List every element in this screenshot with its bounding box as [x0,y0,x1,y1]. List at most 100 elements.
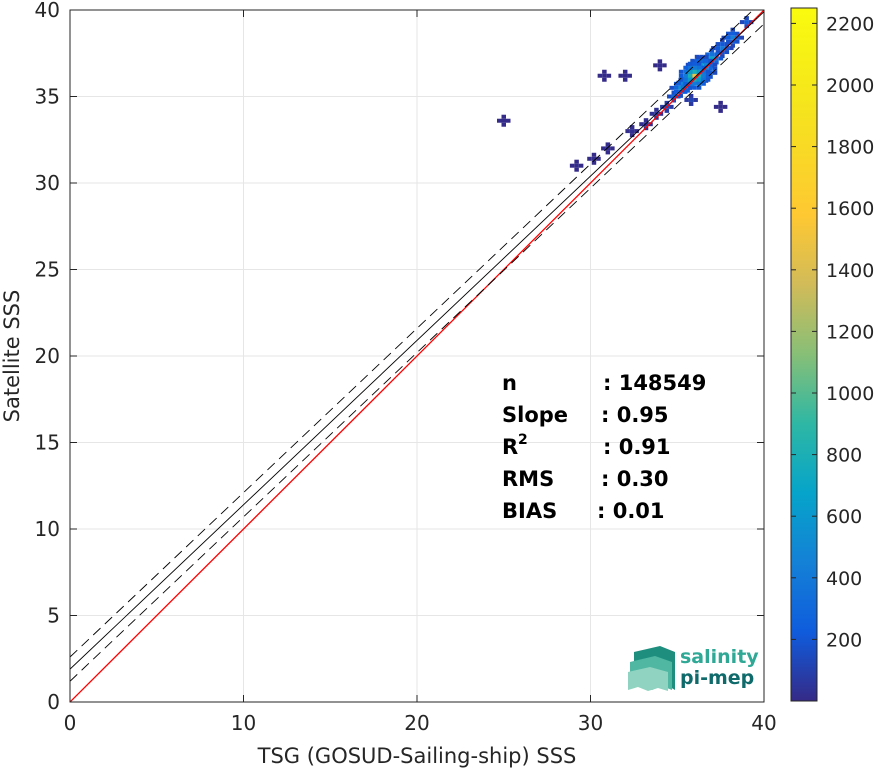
x-axis-ticks: 0 10 20 30 40 [64,10,777,735]
density-cell [687,61,693,66]
density-cell [669,104,674,109]
density-cell [497,118,502,123]
density-cell [692,69,697,74]
density-cell [648,122,653,127]
density-cell [687,85,693,90]
density-cell [501,114,506,119]
density-cell [735,39,740,44]
density-cell [720,54,725,59]
density-cell [622,73,628,78]
colorbar-tick-label: 2000 [826,75,874,97]
density-cell [657,63,663,68]
density-cell [662,63,667,68]
density-cell [739,20,745,25]
density-cell [683,69,688,74]
density-cell [708,74,713,79]
density-cell [701,77,706,82]
y-tick-label: 10 [35,517,60,541]
density-cell [708,58,713,63]
density-cell [597,73,603,78]
density-cell [692,85,697,90]
density-cell [602,77,607,82]
salinity-waves-icon [628,646,675,691]
colorbar-tick-label: 1400 [826,260,874,282]
density-cell [657,67,663,72]
y-tick-label: 40 [35,0,60,22]
density-cell [696,73,702,78]
density-cell [696,81,702,86]
density-cell [660,104,665,109]
stat-value: : 0.30 [601,467,669,491]
stat-label: R [502,435,518,459]
density-cell [694,54,700,59]
density-cell [720,46,725,51]
y-tick-label: 25 [35,258,60,282]
density-cell [720,38,725,43]
density-cell [653,63,658,68]
density-cell [574,163,579,168]
density-cell [724,50,730,55]
density-cell [627,73,632,78]
density-cell [678,89,683,94]
y-tick-label: 0 [47,690,60,714]
density-cell [744,20,749,25]
density-cell [718,56,724,61]
stat-label: Slope [502,403,568,427]
stat-value: : 0.01 [597,499,665,523]
density-cell [688,93,694,98]
density-cell [610,146,615,151]
density-cell [739,35,745,40]
density-cell [664,100,670,105]
density-cell [678,77,684,82]
density-cell [696,65,702,70]
density-cell [705,52,710,57]
colorbar-tick-label: 1000 [826,383,874,405]
density-cell [625,129,630,134]
reference-lines [70,10,764,702]
stat-label: BIAS [502,499,557,523]
density-cell [629,129,635,134]
density-cell [673,81,679,86]
density-cell [696,85,702,90]
density-cell [692,61,697,66]
x-tick-label: 10 [231,711,256,735]
density-cell [701,69,706,74]
density-cell [703,58,709,63]
density-cell [501,122,506,127]
y-tick-label: 20 [35,344,60,368]
density-cell [730,43,736,48]
colorbar-tick-label: 400 [826,568,862,590]
density-cell [506,118,511,123]
density-cell [715,50,721,55]
logo-line2: pi-mep [680,667,754,689]
density-cell [676,80,681,85]
stat-value: : 148549 [603,371,706,395]
y-tick-label: 35 [35,85,60,109]
density-cell [602,73,607,78]
colorbar-tick-label: 1800 [826,137,874,159]
density-cell [726,35,731,40]
density-cell [713,104,719,109]
density-cell [709,48,715,53]
density-cell [673,89,679,94]
colorbar-tick-label: 1200 [826,321,874,343]
density-cell [729,46,734,51]
colorbar-tick-label: 2200 [826,13,874,35]
density-cell [678,93,683,98]
density-cell [606,73,612,78]
density-cell [664,108,670,113]
stat-superscript: 2 [518,432,528,448]
density-cell [735,35,740,40]
density-cell [684,97,689,102]
density-cell [692,65,697,70]
density-cell [701,81,706,86]
density-cell [693,97,698,102]
density-cell [744,16,749,21]
x-axis-label: TSG (GOSUD-Sailing-ship) SSS [257,744,577,768]
density-cell [602,69,607,74]
density-cell [569,163,575,168]
density-cell [730,31,736,36]
density-cell [708,62,713,67]
density-cell [683,81,688,86]
density-cell [649,111,655,116]
